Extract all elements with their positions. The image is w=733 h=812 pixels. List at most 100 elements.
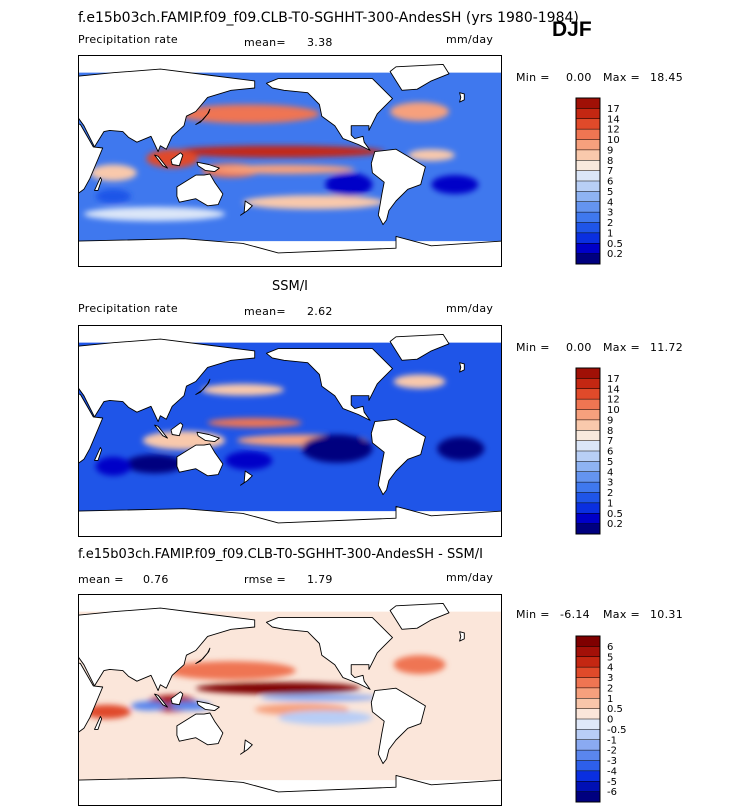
colorbar-2-swatch-15 bbox=[576, 636, 600, 647]
colorbar-2-label-14: 6 bbox=[607, 642, 613, 653]
colorbar-2-label-10: 2 bbox=[607, 683, 613, 694]
colorbar-1-swatch-0 bbox=[576, 523, 600, 535]
map-0-land-madagascar bbox=[94, 177, 103, 191]
map-1-land-nam bbox=[265, 348, 393, 421]
colorbar-2-label-2: -4 bbox=[607, 766, 617, 777]
colorbar-2-swatch-0 bbox=[576, 791, 600, 803]
panel1-mean-value: 3.38 bbox=[307, 36, 333, 49]
map-1-region-4 bbox=[201, 383, 285, 396]
map-1-land-eurasia bbox=[78, 338, 256, 423]
map-0-region-5 bbox=[390, 102, 449, 121]
colorbar-0-swatch-6 bbox=[576, 191, 600, 203]
difference-precip-map bbox=[78, 594, 502, 806]
ssmi-precip-map bbox=[78, 325, 502, 537]
colorbar-0-label-10: 9 bbox=[607, 145, 613, 156]
panel2-units: mm/day bbox=[446, 302, 494, 315]
colorbar-0-swatch-2 bbox=[576, 232, 600, 244]
colorbar-0-swatch-13 bbox=[576, 118, 600, 130]
colorbar-1-swatch-12 bbox=[576, 399, 600, 410]
colorbar-0-swatch-11 bbox=[576, 139, 600, 151]
map-0-land-japan bbox=[195, 108, 211, 125]
colorbar-2-label-3: -3 bbox=[607, 756, 617, 767]
map-2-region-10 bbox=[260, 694, 379, 702]
panel3-rmse-value: 1.79 bbox=[307, 573, 333, 586]
colorbar-2-swatch-7 bbox=[576, 719, 600, 730]
colorbar-1-swatch-4 bbox=[576, 482, 600, 493]
map-1-land-greenland bbox=[389, 333, 450, 361]
panel1-units: mm/day bbox=[446, 33, 494, 46]
colorbar-1-swatch-14 bbox=[576, 378, 600, 390]
map-2-land-japan bbox=[195, 647, 211, 664]
map-2-land-greenland bbox=[389, 602, 450, 630]
map-2-land-nam bbox=[265, 617, 393, 690]
colorbar-2-swatch-6 bbox=[576, 729, 600, 741]
colorbar-0-label-13: 14 bbox=[607, 114, 620, 125]
map-2-region-8 bbox=[131, 701, 167, 711]
colorbar-1-label-14: 17 bbox=[607, 374, 620, 385]
map-1-land-madagascar bbox=[94, 447, 103, 461]
colorbar-0-label-4: 3 bbox=[607, 208, 613, 219]
colorbar-0-label-0: 0.2 bbox=[607, 249, 623, 260]
colorbar-0-swatch-5 bbox=[576, 201, 600, 213]
map-0-land-eurasia bbox=[78, 68, 256, 153]
colorbar-2-swatch-10 bbox=[576, 687, 600, 699]
panel2-max-label: Max = bbox=[603, 341, 640, 354]
panel1-max-label: Max = bbox=[603, 71, 640, 84]
colorbar-1-label-13: 14 bbox=[607, 384, 620, 395]
map-2-land-uk bbox=[459, 631, 465, 642]
colorbar-0-swatch-1 bbox=[576, 243, 600, 254]
panel1-min-value: 0.00 bbox=[566, 71, 592, 84]
map-2-land-madagascar bbox=[94, 716, 103, 730]
map-1-land-borneo bbox=[170, 422, 184, 437]
map-0-land-greenland bbox=[389, 63, 450, 91]
colorbar-1-swatch-13 bbox=[576, 388, 600, 400]
colorbar-0-label-8: 7 bbox=[607, 166, 613, 177]
colorbar-1-label-0: 0.2 bbox=[607, 519, 623, 530]
map-1-coastlines bbox=[78, 333, 502, 537]
panel1-field-label: Precipitation rate bbox=[78, 33, 178, 46]
map-1-region-1 bbox=[207, 418, 302, 428]
colorbar-1-label-5: 4 bbox=[607, 467, 613, 478]
model-precip-map bbox=[78, 55, 502, 267]
colorbar-0-swatch-10 bbox=[576, 149, 600, 161]
map-1-region-3 bbox=[393, 374, 446, 389]
colorbar-1-swatch-2 bbox=[576, 502, 600, 514]
colorbar-0-label-3: 2 bbox=[607, 218, 613, 229]
map-2-land-sumatra bbox=[154, 693, 168, 708]
colorbar-2-swatch-13 bbox=[576, 656, 600, 668]
map-1-region-7 bbox=[125, 454, 184, 474]
panel3-units: mm/day bbox=[446, 571, 494, 584]
colorbar-2-label-8: 0.5 bbox=[607, 704, 623, 715]
map-0-coastlines bbox=[78, 63, 502, 267]
colorbar-1-label-7: 6 bbox=[607, 447, 613, 458]
map-2-frame bbox=[78, 594, 502, 806]
panel1-min-label: Min = bbox=[516, 71, 550, 84]
colorbar-0-swatch-9 bbox=[576, 160, 600, 171]
map-0-land-uk bbox=[459, 92, 465, 103]
colorbar-0-label-2: 1 bbox=[607, 228, 613, 239]
panel3-max-value: 10.31 bbox=[650, 608, 683, 621]
panel1-max-value: 18.45 bbox=[650, 71, 683, 84]
map-2-land-eurasia bbox=[78, 607, 256, 692]
colorbar-1-label-9: 8 bbox=[607, 426, 613, 437]
colorbar-1-swatch-11 bbox=[576, 409, 600, 421]
panel3-title: f.e15b03ch.FAMIP.f09_f09.CLB-T0-SGHHT-30… bbox=[78, 547, 483, 562]
colorbar-1-label-1: 0.5 bbox=[607, 509, 623, 520]
colorbar-1-swatch-6 bbox=[576, 461, 600, 473]
colorbar-2-label-7: 0 bbox=[607, 715, 613, 726]
colorbar-0-swatch-14 bbox=[576, 108, 600, 120]
map-2-land-africa bbox=[78, 662, 104, 734]
map-1-land-nz bbox=[240, 470, 253, 486]
colorbar-0-swatch-12 bbox=[576, 129, 600, 140]
map-1-land-uk bbox=[459, 362, 465, 373]
map-0-land-sam bbox=[370, 148, 426, 226]
colorbar-2-label-4: -2 bbox=[607, 746, 617, 757]
map-0-land-sumatra bbox=[154, 154, 168, 169]
colorbar-0-label-14: 17 bbox=[607, 104, 620, 115]
colorbar-2-swatch-2 bbox=[576, 770, 600, 782]
panel3-mean-label: mean = bbox=[78, 573, 124, 586]
colorbar-1-label-6: 5 bbox=[607, 457, 613, 468]
